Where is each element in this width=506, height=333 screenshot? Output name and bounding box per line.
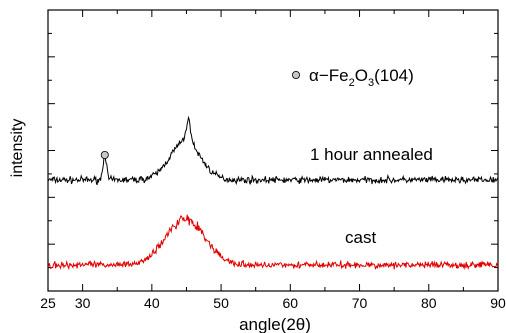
x-tick-label: 40 (144, 295, 160, 311)
series-line-1 (47, 214, 499, 271)
series-label-cast: cast (345, 228, 376, 247)
x-axis-label: angle(2θ) (239, 315, 311, 333)
x-ticks: 25 30 40 50 60 70 80 90 (40, 10, 506, 311)
x-tick-label: 90 (490, 295, 506, 311)
series-group (47, 115, 499, 271)
x-tick-label: 30 (75, 295, 91, 311)
peak-marker-icon (100, 150, 109, 159)
x-tick-label: 80 (421, 295, 437, 311)
legend-marker-icon (291, 71, 300, 80)
series-line-0 (47, 115, 499, 186)
x-tick-label: 70 (352, 295, 368, 311)
legend-phase-label: α−Fe2O3(104) (309, 66, 414, 89)
y-axis-label: intensity (9, 119, 26, 178)
x-tick-label: 60 (283, 295, 299, 311)
series-label-annealed: 1 hour annealed (310, 145, 433, 164)
x-tick-label: 50 (213, 295, 229, 311)
x-tick-label: 25 (40, 295, 56, 311)
